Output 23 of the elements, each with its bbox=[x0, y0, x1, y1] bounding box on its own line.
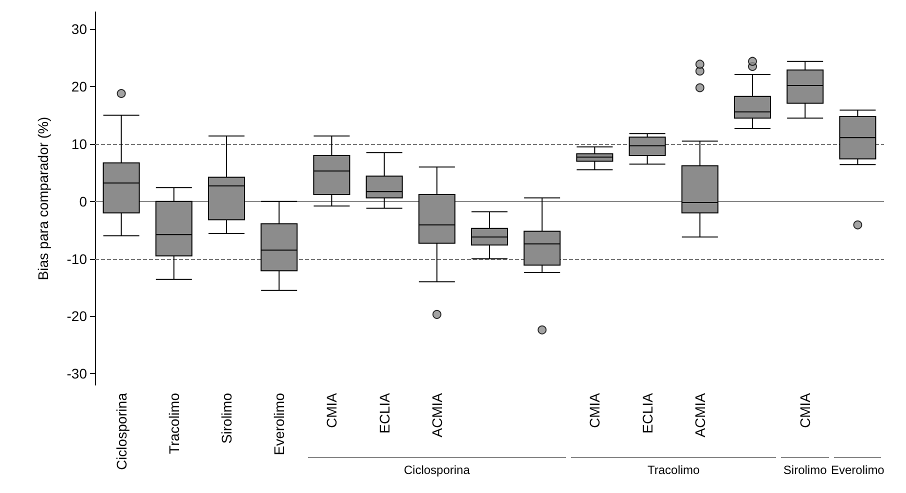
x-tick-label: Sirolimo bbox=[218, 392, 234, 444]
x-tick-label: CMIA bbox=[586, 392, 603, 428]
text: Tracolimo bbox=[647, 463, 700, 477]
x-tick-label: ECLIA bbox=[376, 392, 392, 434]
y-tick-label: -30 bbox=[66, 366, 88, 382]
text: Everolimo bbox=[831, 463, 884, 477]
y-tick-label: 20 bbox=[71, 78, 88, 95]
y-tick-label: -20 bbox=[66, 308, 88, 324]
y-tick-label: 10 bbox=[71, 136, 88, 152]
y-tick-label: 30 bbox=[71, 21, 88, 38]
x-tick-label: CMIA bbox=[324, 392, 340, 428]
x-tick-label: Tracolimo bbox=[166, 392, 182, 454]
text: Ciclosporina bbox=[404, 463, 470, 477]
x-tick-label: ACMIA bbox=[428, 392, 445, 438]
x-tick-label: ACMIA bbox=[692, 392, 708, 438]
text: Sirolimo bbox=[783, 463, 827, 477]
y-tick-label: -10 bbox=[66, 250, 88, 267]
x-tick-label: Ciclosporina bbox=[113, 392, 130, 470]
y-tick-label: 0 bbox=[79, 193, 88, 210]
y-axis-title: Bias para comparador (%) bbox=[35, 116, 51, 280]
x-tick-label: Everolimo bbox=[271, 392, 288, 456]
x-tick-label: ECLIA bbox=[639, 392, 656, 434]
x-tick-label: CMIA bbox=[797, 392, 814, 428]
